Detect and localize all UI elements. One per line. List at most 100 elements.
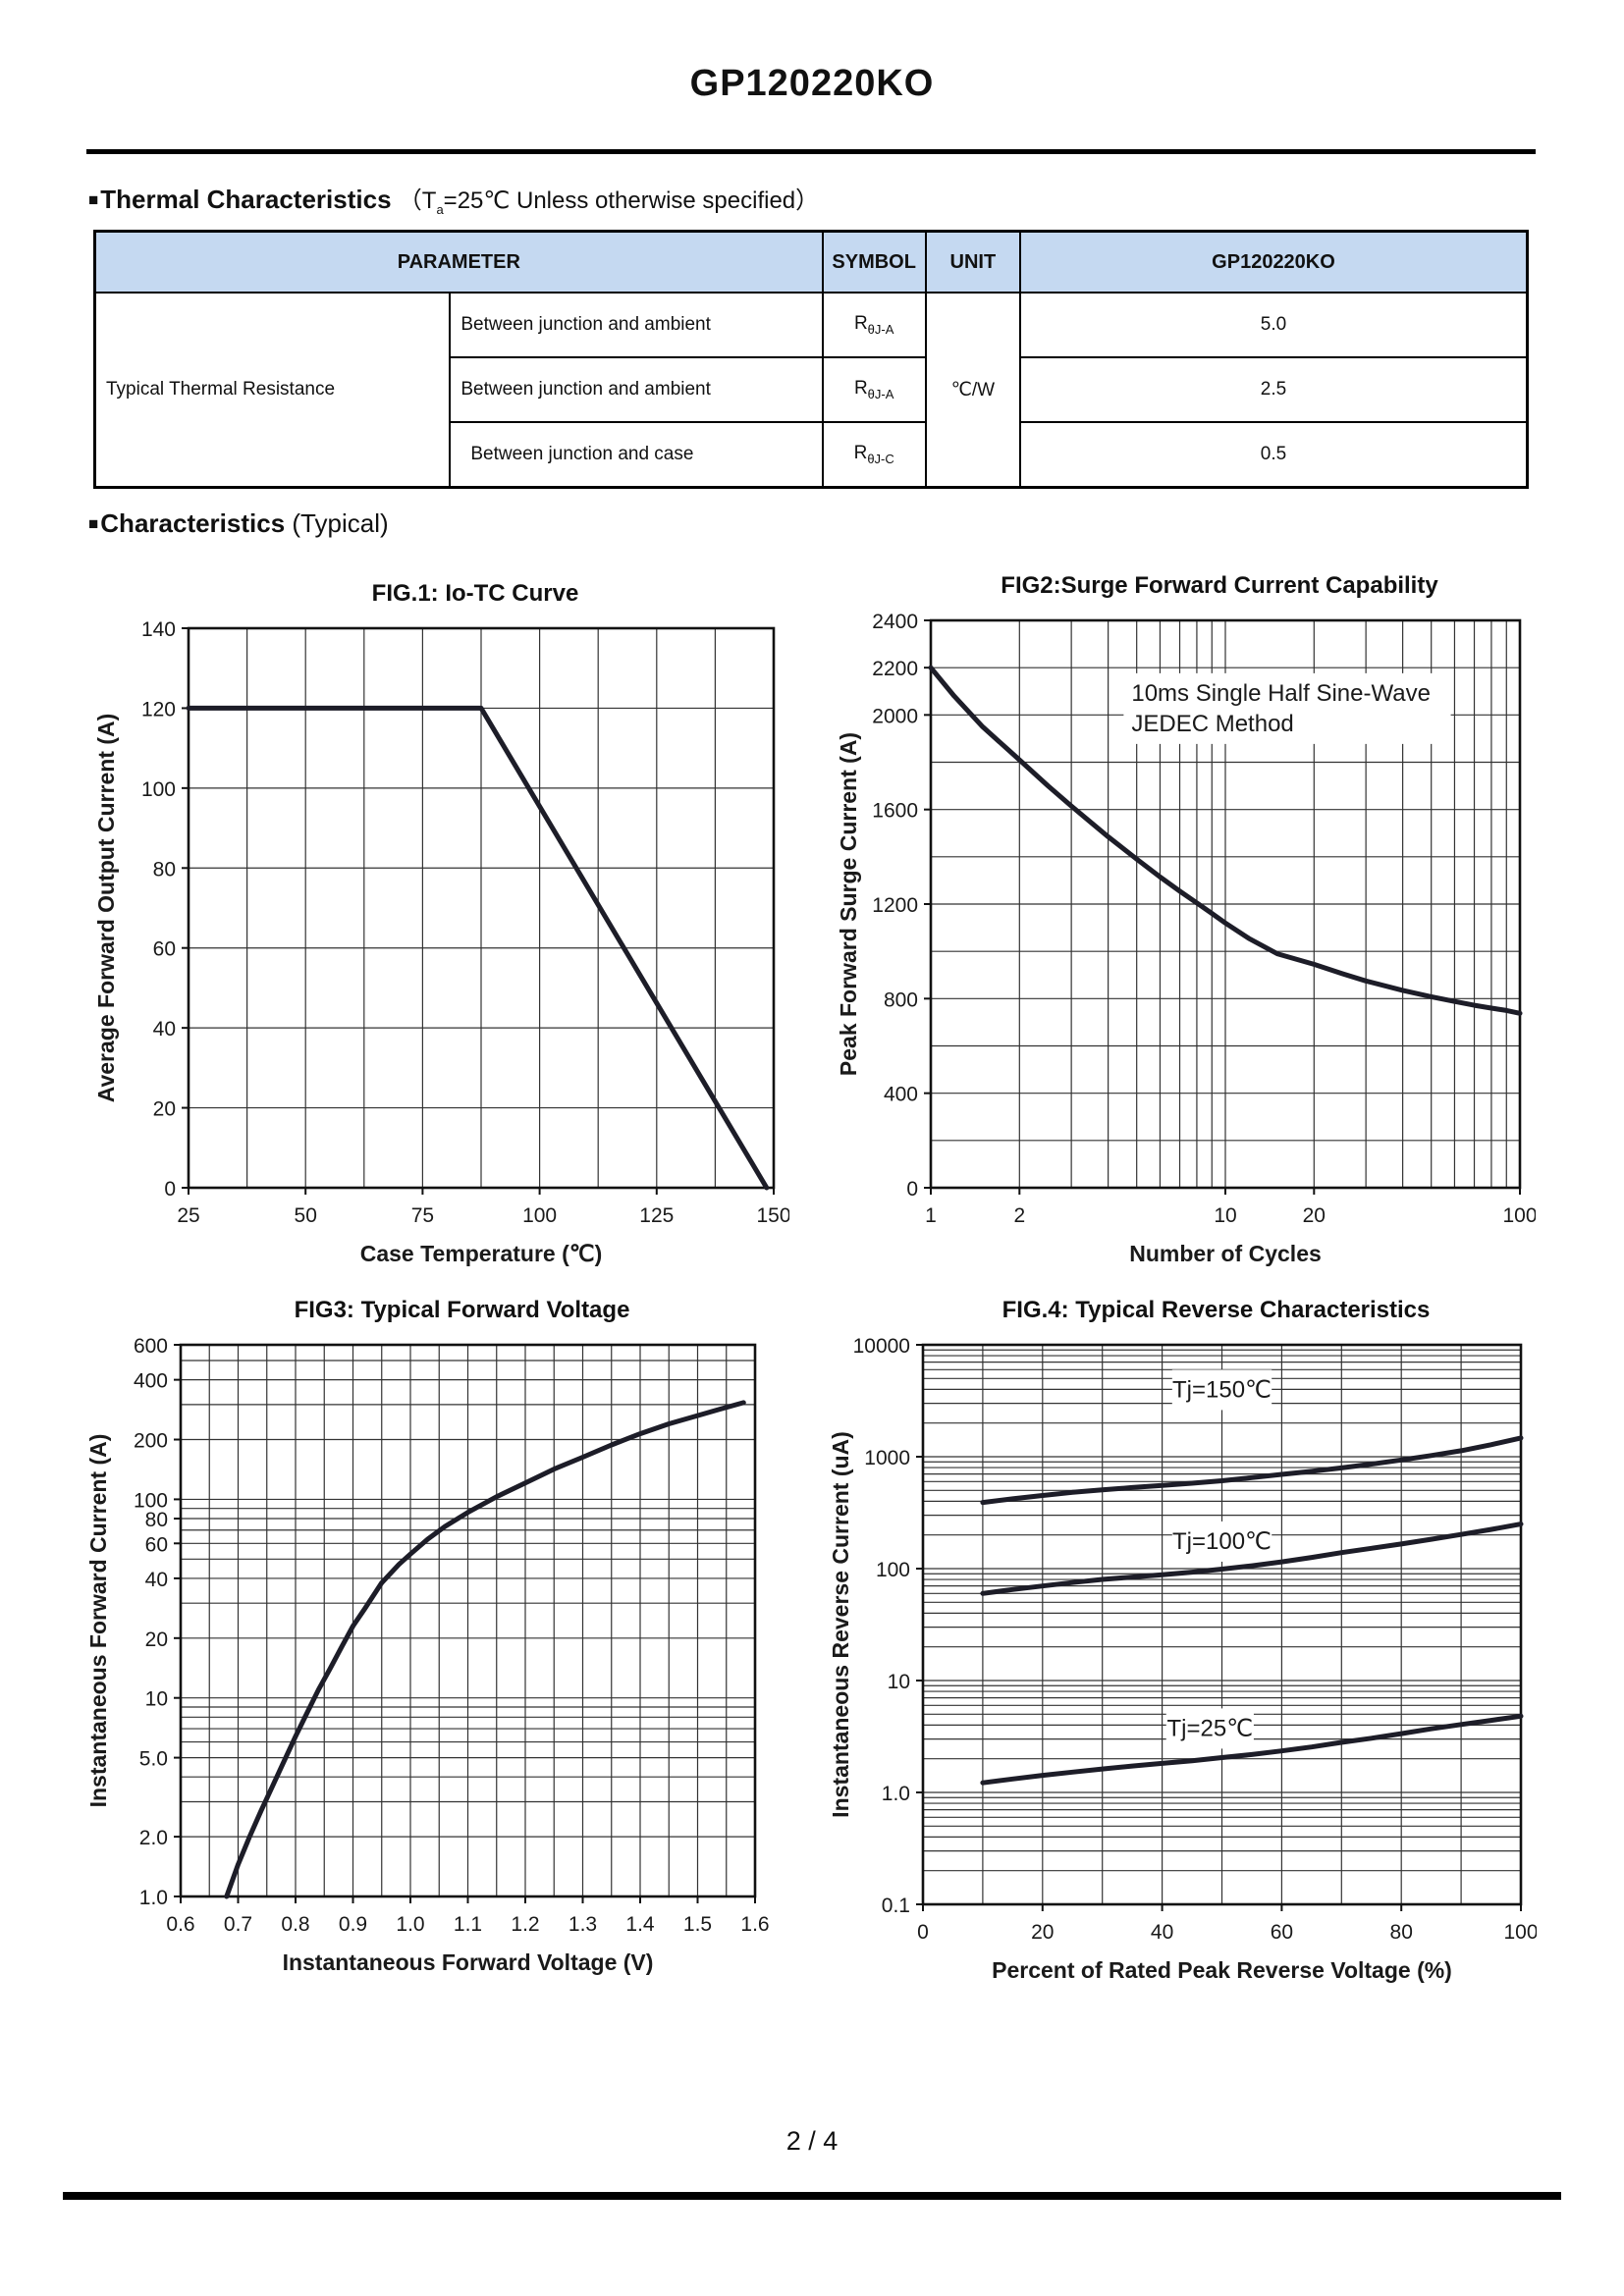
svg-text:Average Forward Output Current: Average Forward Output Current (A): [93, 714, 119, 1103]
svg-text:100: 100: [1502, 1204, 1536, 1227]
fig4-title: FIG.4: Typical Reverse Characteristics: [1001, 1297, 1431, 1323]
svg-text:Case Temperature (℃): Case Temperature (℃): [360, 1241, 603, 1266]
svg-text:Peak Forward Surge Current (A): Peak Forward Surge Current (A): [836, 732, 861, 1076]
svg-text:1: 1: [925, 1204, 937, 1227]
svg-text:1.0: 1.0: [396, 1913, 424, 1936]
svg-text:40: 40: [153, 1018, 176, 1041]
svg-text:10: 10: [145, 1688, 168, 1711]
characteristics-heading: ■Characteristics (Typical): [88, 508, 389, 538]
svg-text:1000: 1000: [864, 1447, 910, 1469]
col-header-part: GP120220KO: [1018, 230, 1529, 294]
svg-text:1.4: 1.4: [625, 1913, 655, 1936]
svg-text:1.3: 1.3: [568, 1913, 597, 1936]
value-cell: 2.5: [1018, 356, 1529, 423]
svg-text:1.0: 1.0: [882, 1783, 910, 1805]
table-row: Between junction and ambient RθJ-A 2.5: [95, 356, 1529, 423]
table-row: Typical Thermal Resistance Between junct…: [93, 292, 1529, 489]
svg-text:60: 60: [1271, 1921, 1293, 1944]
svg-text:20: 20: [145, 1629, 168, 1651]
unit-cell: ℃/W: [924, 292, 1021, 489]
fig4-chart: FIG.4: Typical Reverse Characteristics T…: [819, 1296, 1537, 1995]
svg-text:10: 10: [1214, 1204, 1236, 1227]
fig3-plot: 0.6 0.7 0.8 0.9 1.0 1.1 1.2 1.3 1.4 1.5 1.6 600 400 2…: [85, 1335, 770, 1975]
svg-text:80: 80: [1390, 1921, 1413, 1944]
svg-text:0: 0: [164, 1178, 176, 1201]
svg-text:Percent of Rated Peak Reverse: Percent of Rated Peak Reverse Voltage (%…: [992, 1957, 1452, 1983]
svg-text:0: 0: [917, 1921, 929, 1944]
table-header-row: PARAMETER SYMBOL UNIT GP120220KO: [93, 230, 1529, 294]
svg-text:2200: 2200: [872, 658, 918, 680]
thermal-heading-text: Thermal Characteristics: [100, 185, 392, 214]
svg-text:50: 50: [295, 1204, 317, 1227]
svg-text:JEDEC Method: JEDEC Method: [1131, 711, 1293, 737]
fig1-title: FIG.1: Io-TC Curve: [371, 580, 579, 607]
svg-text:40: 40: [1151, 1921, 1173, 1944]
thermal-heading-note: （Ta=25℃ Unless otherwise specified）: [398, 187, 820, 217]
svg-text:20: 20: [1031, 1921, 1054, 1944]
svg-text:75: 75: [411, 1204, 434, 1227]
group-label-cell: Typical Thermal Resistance: [93, 292, 452, 489]
svg-text:400: 400: [134, 1370, 168, 1393]
svg-text:20: 20: [153, 1098, 176, 1121]
thermal-table: PARAMETER SYMBOL UNIT GP120220KO Typical…: [93, 230, 1529, 489]
svg-text:Tj=25℃: Tj=25℃: [1166, 1715, 1253, 1741]
svg-text:Tj=150℃: Tj=150℃: [1172, 1376, 1272, 1403]
svg-text:150: 150: [756, 1204, 789, 1227]
header-rule: [86, 149, 1536, 154]
svg-text:600: 600: [134, 1335, 168, 1358]
svg-text:10: 10: [888, 1671, 910, 1693]
svg-text:1600: 1600: [872, 800, 918, 823]
svg-text:1.1: 1.1: [454, 1913, 482, 1936]
svg-text:125: 125: [639, 1204, 674, 1227]
svg-text:140: 140: [141, 618, 176, 641]
svg-text:0.8: 0.8: [281, 1913, 309, 1936]
fig1-chart: FIG.1: Io-TC Curve 25 50 75 100 125 150 0 20 40 6…: [84, 579, 789, 1278]
col-header-unit: UNIT: [924, 230, 1021, 294]
svg-text:20: 20: [1303, 1204, 1326, 1227]
svg-text:120: 120: [141, 698, 176, 721]
svg-text:2: 2: [1013, 1204, 1025, 1227]
svg-text:10ms Single Half Sine-Wave: 10ms Single Half Sine-Wave: [1131, 680, 1431, 707]
fig4-plot: Tj=150℃Tj=100℃Tj=25℃0 20 40 60 80 10010000100…: [828, 1335, 1537, 1983]
fig1-plot: 25 50 75 100 125 150 0 20 40 60 80 100 120 140 Case Te…: [93, 618, 789, 1266]
footer-rule: [63, 2192, 1561, 2200]
square-bullet-icon: ■: [88, 190, 99, 209]
svg-text:1200: 1200: [872, 894, 918, 917]
svg-text:100: 100: [1503, 1921, 1537, 1944]
svg-text:800: 800: [884, 988, 918, 1011]
svg-text:2400: 2400: [872, 611, 918, 633]
svg-text:0: 0: [906, 1178, 918, 1201]
svg-text:100: 100: [141, 778, 176, 801]
fig2-chart: FIG2:Surge Forward Current Capability 10…: [827, 571, 1536, 1278]
table-row: Between junction and case RθJ-C 0.5: [95, 421, 1529, 489]
svg-text:25: 25: [177, 1204, 199, 1227]
svg-text:0.9: 0.9: [339, 1913, 367, 1936]
svg-text:100: 100: [134, 1489, 168, 1512]
svg-text:Instantaneous Reverse Current: Instantaneous Reverse Current (uA): [828, 1431, 853, 1818]
svg-text:Instantaneous Forward Voltage: Instantaneous Forward Voltage (V): [283, 1949, 654, 1975]
svg-text:1.0: 1.0: [139, 1887, 168, 1909]
svg-text:Tj=100℃: Tj=100℃: [1172, 1528, 1272, 1555]
svg-text:60: 60: [153, 938, 176, 961]
svg-text:0.7: 0.7: [224, 1913, 252, 1936]
parameter-cell: Between junction and ambient: [449, 292, 824, 358]
svg-text:1.6: 1.6: [740, 1913, 769, 1936]
symbol-cell: RθJ-A: [821, 356, 927, 423]
page-title: GP120220KO: [689, 63, 935, 104]
svg-text:0.1: 0.1: [882, 1895, 910, 1917]
value-cell: 0.5: [1018, 421, 1529, 489]
svg-text:5.0: 5.0: [139, 1748, 168, 1771]
svg-text:400: 400: [884, 1084, 918, 1106]
svg-text:1.5: 1.5: [683, 1913, 712, 1936]
svg-text:100: 100: [522, 1204, 557, 1227]
col-header-symbol: SYMBOL: [821, 230, 927, 294]
svg-text:60: 60: [145, 1533, 168, 1556]
svg-text:200: 200: [134, 1430, 168, 1453]
svg-text:2000: 2000: [872, 705, 918, 727]
svg-text:80: 80: [153, 858, 176, 881]
svg-text:1.2: 1.2: [511, 1913, 539, 1936]
svg-text:0.6: 0.6: [166, 1913, 194, 1936]
svg-text:40: 40: [145, 1569, 168, 1591]
